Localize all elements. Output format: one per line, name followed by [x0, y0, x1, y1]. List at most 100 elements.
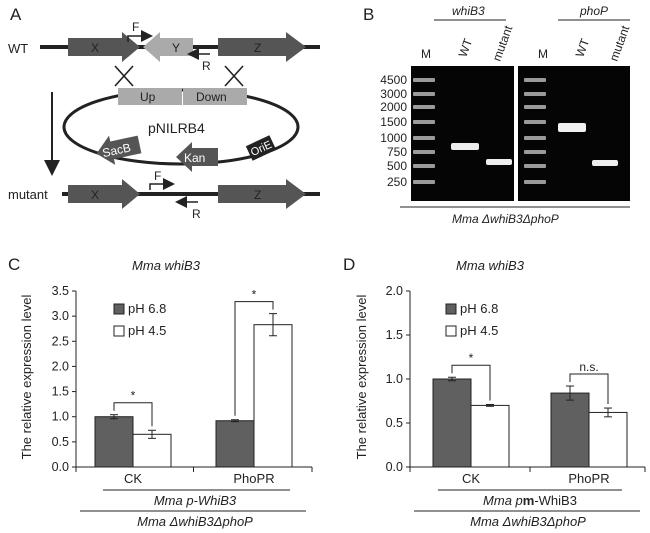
y-tick-label: 1.0 — [386, 372, 403, 386]
ladder-band — [524, 120, 546, 124]
legend-swatch — [113, 303, 125, 315]
kan-label: Kan — [184, 151, 205, 165]
ladder-band — [524, 164, 546, 168]
gene-x-label: X — [91, 41, 99, 55]
y-tick-label: 3.0 — [52, 309, 69, 323]
ladder-band — [413, 78, 435, 82]
wt-label: WT — [8, 41, 28, 56]
chart-c: 0.0 0.5 1.0 1.5 2.0 2.5 3.0 3.5 * * pH 6.8 pH 4.5 — [52, 284, 313, 474]
panel-b-letter: B — [363, 5, 374, 24]
y-tick-label: 1.5 — [52, 385, 69, 399]
chart-c-category: CK — [124, 471, 142, 486]
ladder-band — [413, 150, 435, 154]
sacb-arrow — [96, 135, 142, 165]
bar — [588, 411, 628, 468]
gel-whib3 — [411, 66, 514, 201]
y-tick-label: 3.5 — [52, 284, 69, 298]
legend-label: pH 4.5 — [460, 323, 498, 338]
ladder-right — [524, 78, 546, 184]
ladder-band — [524, 136, 546, 140]
chart-d-ylabel: The relative expression level — [354, 295, 369, 460]
construct-label-c: Mma p-WhiB3 — [154, 493, 237, 508]
chart-c-ylabel: The relative expression level — [19, 295, 34, 460]
construct-label-d: Mma pm-WhiB3 — [483, 493, 577, 508]
y-tick-label: 1.0 — [52, 410, 69, 424]
lane-label: mutant — [490, 23, 516, 63]
significance-bracket — [451, 364, 491, 401]
ladder-size-label: 750 — [387, 145, 407, 159]
significance-bracket — [569, 373, 609, 405]
mutant-gene-x — [68, 179, 140, 209]
construct-d-bold: m — [523, 493, 535, 508]
down-label: Down — [196, 90, 227, 104]
significance-bracket — [234, 301, 274, 416]
gene-y-label: Y — [172, 41, 180, 55]
mutant-primer-f — [149, 178, 175, 190]
y-tick-label: 2.5 — [52, 334, 69, 348]
ladder-size-label: 1000 — [380, 131, 407, 145]
bar — [470, 404, 510, 468]
panel-c: C Mma whiB3 The relative expression leve… — [8, 255, 313, 529]
y-tick-label: 0.0 — [386, 460, 403, 474]
lane-label: WT — [456, 36, 476, 59]
ladder-size-label: 4500 — [380, 73, 407, 87]
crossover-left — [114, 65, 134, 87]
ladder-size-label: 500 — [387, 159, 407, 173]
ladder-band — [413, 105, 435, 109]
chart-c-title: Mma whiB3 — [132, 258, 201, 273]
ladder-band — [524, 78, 546, 82]
panel-b: B whiB3 phoP M WT mutant M WT mutant 450… — [363, 4, 633, 226]
significance-label: n.s. — [579, 360, 598, 374]
construct-d-post: -WhiB3 — [534, 493, 577, 508]
panel-d-letter: D — [343, 255, 355, 274]
ladder-band — [413, 180, 435, 184]
mutant-gene-z — [218, 179, 306, 209]
ladder-left — [413, 78, 435, 184]
bar — [94, 416, 134, 468]
y-tick-label: 2.0 — [386, 284, 403, 298]
mutant-label: mutant — [8, 187, 48, 202]
construct-d-pre: Mma p — [483, 493, 523, 508]
ladder-band — [413, 164, 435, 168]
kan-arrow — [176, 142, 218, 172]
orie-box — [245, 135, 277, 161]
legend-label: pH 6.8 — [460, 301, 498, 316]
y-tick-label: 0.5 — [52, 435, 69, 449]
panel-c-letter: C — [8, 255, 20, 274]
mutant-x-label: X — [91, 188, 99, 202]
ladder-band — [524, 150, 546, 154]
panel-a: A WT X Y Z F R Up Down pNILRB4 SacB Kan … — [8, 5, 320, 221]
significance-label: * — [131, 389, 136, 403]
chart-d-category: CK — [462, 471, 480, 486]
bar — [253, 324, 293, 468]
sacb-label: SacB — [101, 140, 132, 160]
legend-swatch — [445, 325, 457, 337]
band-whib3-wt — [451, 143, 479, 150]
legend-label: pH 6.8 — [128, 301, 166, 316]
chart-d-title: Mma whiB3 — [456, 258, 525, 273]
gene-x-arrow — [68, 32, 140, 62]
plasmid-name: pNILRB4 — [148, 120, 205, 136]
strain-label-d: Mma ΔwhiB3ΔphoP — [470, 514, 586, 529]
ladder-band — [524, 92, 546, 96]
significance-label: * — [252, 288, 257, 302]
gene-y-arrow — [143, 32, 193, 62]
up-label: Up — [140, 90, 156, 104]
legend-label: pH 4.5 — [128, 323, 166, 338]
gene-z-label: Z — [254, 41, 261, 55]
ladder-size-label: 3000 — [380, 87, 407, 101]
chart-d: 0.0 0.5 1.0 1.5 2.0 * n.s. pH 6.8 pH 4.5 — [386, 284, 646, 474]
ladder-band — [524, 180, 546, 184]
y-tick-label: 0.0 — [52, 460, 69, 474]
legend-swatch — [113, 325, 125, 337]
ladder-band — [413, 120, 435, 124]
mutant-z-label: Z — [254, 188, 261, 202]
group1-label: whiB3 — [452, 4, 485, 18]
ladder-band — [413, 136, 435, 140]
lane-label: M — [538, 47, 548, 61]
lane-label: M — [421, 47, 431, 61]
primer-f-label: F — [132, 20, 139, 34]
y-tick-label: 1.5 — [386, 328, 403, 342]
